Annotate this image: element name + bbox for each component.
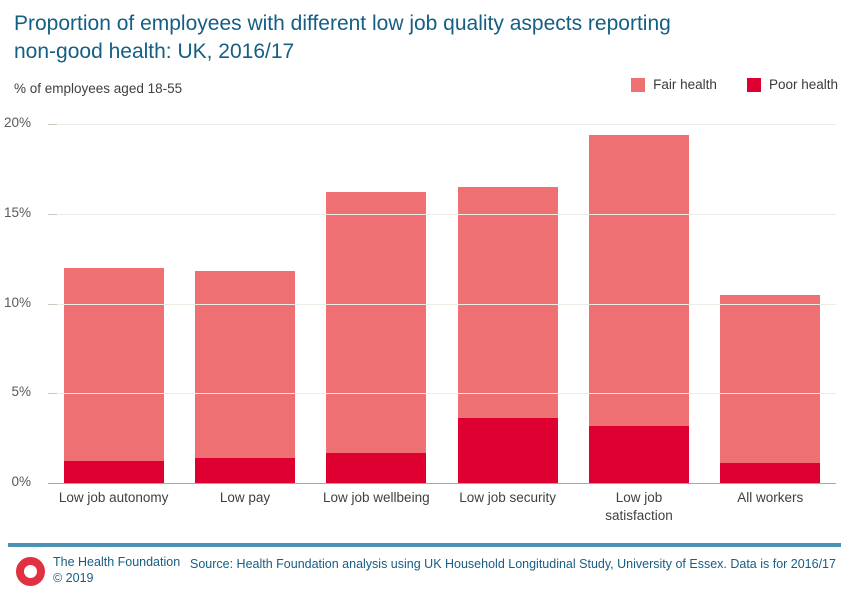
bar-segment-fair-health xyxy=(720,294,821,464)
bar-segment-poor-health xyxy=(63,461,164,483)
bar-segment-fair-health xyxy=(194,271,295,458)
legend-label: Poor health xyxy=(768,77,838,92)
bar-all-workers xyxy=(720,294,821,483)
bars-container xyxy=(48,124,836,483)
bar-segment-poor-health xyxy=(720,463,821,483)
tick-mark xyxy=(48,124,57,125)
gridline xyxy=(48,213,836,215)
legend-item: Poor health xyxy=(746,77,838,92)
tick-mark xyxy=(48,303,57,305)
bar-low-job-satisfaction xyxy=(588,134,689,483)
x-category-label: Low pay xyxy=(219,490,271,505)
y-tick-label: 5% xyxy=(11,384,31,400)
y-tick-label: 15% xyxy=(3,204,31,220)
tick-mark xyxy=(48,393,57,395)
x-category-label: Low job security xyxy=(459,490,557,505)
health-foundation-logo-icon xyxy=(16,557,45,586)
gridline xyxy=(48,124,836,125)
legend-swatch-icon xyxy=(746,77,761,92)
gridline xyxy=(48,393,836,395)
bar-segment-fair-health xyxy=(588,134,689,426)
x-category-label: Low job wellbeing xyxy=(323,490,430,505)
footer-attribution: The Health Foundation © 2019 xyxy=(53,555,180,586)
bar-segment-fair-health xyxy=(457,186,558,419)
legend: Fair health Poor health xyxy=(631,77,838,92)
footer-org-name: The Health Foundation xyxy=(53,555,181,569)
tick-mark xyxy=(48,213,57,215)
bar-segment-poor-health xyxy=(194,457,295,483)
x-axis-labels: Low job autonomy Low pay Low job wellbeing… xyxy=(48,489,836,525)
y-tick-label: 10% xyxy=(3,294,31,310)
bar-low-pay xyxy=(194,271,295,483)
bar-segment-poor-health xyxy=(457,418,558,483)
legend-swatch-icon xyxy=(631,77,646,92)
bar-segment-fair-health xyxy=(326,192,427,453)
chart-title: Proportion of employees with different l… xyxy=(14,12,671,63)
legend-item: Fair health xyxy=(631,77,717,92)
bar-low-job-autonomy xyxy=(63,267,164,483)
y-tick-label: 20% xyxy=(3,115,31,130)
bar-low-job-wellbeing xyxy=(326,192,427,483)
x-category-label: Low job satisfaction xyxy=(605,490,673,523)
plot-area: 0% 5% 10% 15% 20% xyxy=(4,115,836,489)
bar-segment-fair-health xyxy=(63,267,164,462)
bar-segment-poor-health xyxy=(326,452,427,483)
x-category-label: Low job autonomy xyxy=(58,490,169,505)
bar-segment-poor-health xyxy=(588,425,689,483)
x-axis-line xyxy=(48,483,836,484)
bar-low-job-security xyxy=(457,186,558,483)
y-tick-label: 0% xyxy=(11,474,31,489)
legend-label: Fair health xyxy=(653,77,717,92)
footer-divider xyxy=(8,543,841,547)
footer-source-text: Source: Health Foundation analysis using… xyxy=(190,557,836,571)
gridline xyxy=(48,303,836,305)
footer-copyright: © 2019 xyxy=(53,570,94,585)
x-category-label: All workers xyxy=(737,490,804,505)
chart-subtitle: % of employees aged 18-55 xyxy=(14,81,183,96)
